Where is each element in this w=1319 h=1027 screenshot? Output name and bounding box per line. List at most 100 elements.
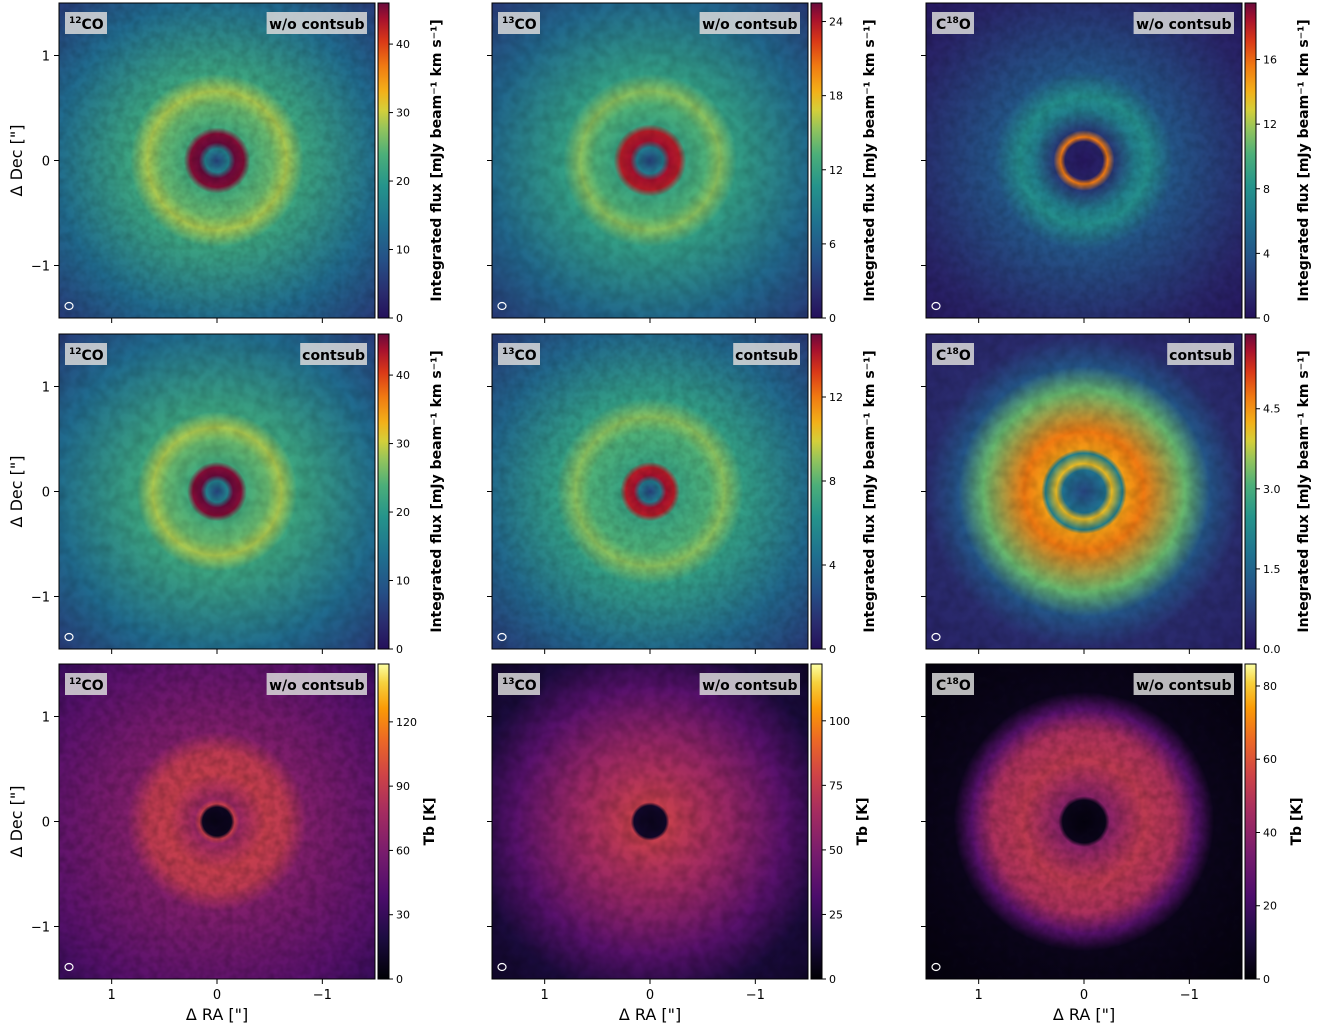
tag-badge xyxy=(733,343,800,365)
colorbar-tick-label: 40 xyxy=(396,38,410,51)
panel-r2-c1: 12CO contsub xyxy=(59,334,375,649)
molecule-badge xyxy=(932,12,974,34)
tag-badge xyxy=(266,673,367,695)
x-tick-label: 0 xyxy=(1080,988,1088,1003)
tag-label: w/o contsub xyxy=(1136,678,1231,694)
colorbar-tick-label: 40 xyxy=(1263,826,1277,839)
y-tick-label: −1 xyxy=(31,921,50,936)
molecule-badge xyxy=(65,343,107,365)
colorbar-tick-label: 24 xyxy=(829,16,843,29)
x-tick-label: 0 xyxy=(213,988,221,1003)
colorbar-tick-label: 30 xyxy=(396,909,410,922)
colorbar-label: Integrated flux [mJy beam⁻¹ km s⁻¹] xyxy=(429,19,445,301)
y-tick-label: 1 xyxy=(42,50,50,65)
beam-marker xyxy=(497,301,507,311)
y-tick-label: 1 xyxy=(42,711,50,726)
colorbar-tick-label: 50 xyxy=(829,844,843,857)
x-tick-label: 1 xyxy=(975,988,983,1003)
colorbar-tick-label: 8 xyxy=(1263,183,1270,196)
y-axis-label: Δ Dec ["] xyxy=(7,786,26,858)
tag-badge xyxy=(266,12,367,34)
noise-texture xyxy=(926,334,1242,649)
colorbar-tick-label: 0 xyxy=(829,643,836,656)
colorbar xyxy=(377,2,390,319)
colorbar xyxy=(377,333,390,650)
colorbar-tick-label: 0 xyxy=(1263,973,1270,986)
y-tick-label: 1 xyxy=(42,381,50,396)
panel-r1-c2: 13CO w/o contsub xyxy=(492,3,808,318)
tag-badge xyxy=(1133,12,1234,34)
beam-marker xyxy=(931,632,941,642)
noise-texture xyxy=(59,3,375,318)
molecule-label: 12CO xyxy=(69,677,104,694)
tag-badge xyxy=(699,673,800,695)
noise-texture xyxy=(59,334,375,649)
panel-r3-c2: 13CO w/o contsub xyxy=(492,664,808,979)
molecule-label: 13CO xyxy=(502,16,537,33)
colorbar-tick-label: 60 xyxy=(396,844,410,857)
panel-r1-c3: C18O w/o contsub xyxy=(926,3,1242,318)
molecule-label: C18O xyxy=(936,677,971,694)
colorbar-tick-label: 0.0 xyxy=(1263,643,1281,656)
noise-texture xyxy=(492,664,808,979)
molecule-label: 12CO xyxy=(69,16,104,33)
y-tick-label: 0 xyxy=(42,816,50,831)
molecule-badge xyxy=(498,12,540,34)
tag-label: w/o contsub xyxy=(269,678,364,694)
tag-label: w/o contsub xyxy=(702,17,797,33)
colorbar-tick-label: 4 xyxy=(829,559,836,572)
molecule-label: 13CO xyxy=(502,347,537,364)
colorbar-tick-label: 10 xyxy=(396,244,410,257)
beam-marker xyxy=(931,962,941,972)
colorbar-tick-label: 1.5 xyxy=(1263,563,1281,576)
colorbar-tick-label: 6 xyxy=(829,238,836,251)
tag-label: w/o contsub xyxy=(269,17,364,33)
colorbar-label: Integrated flux [mJy beam⁻¹ km s⁻¹] xyxy=(862,19,878,301)
panel-r2-c2: 13CO contsub xyxy=(492,334,808,649)
y-tick-label: −1 xyxy=(31,260,50,275)
colorbar-label: Tb [K] xyxy=(855,797,871,845)
colorbar xyxy=(810,333,823,650)
colorbar-tick-label: 30 xyxy=(396,438,410,451)
colorbar-tick-label: 8 xyxy=(829,475,836,488)
beam-marker xyxy=(64,962,74,972)
colorbar-tick-label: 30 xyxy=(396,107,410,120)
colorbar-tick-label: 12 xyxy=(1263,118,1277,131)
colorbar-tick-label: 0 xyxy=(396,643,403,656)
colorbar-tick-label: 3.0 xyxy=(1263,483,1281,496)
beam-marker xyxy=(64,301,74,311)
colorbar-label: Tb [K] xyxy=(422,797,438,845)
colorbar-label: Integrated flux [mJy beam⁻¹ km s⁻¹] xyxy=(429,350,445,632)
x-tick-label: 1 xyxy=(108,988,116,1003)
tag-badge xyxy=(1133,673,1234,695)
colorbar-tick-label: 12 xyxy=(829,391,843,404)
y-tick-label: 0 xyxy=(42,486,50,501)
colorbar-tick-label: 60 xyxy=(1263,753,1277,766)
x-tick-label: 0 xyxy=(646,988,654,1003)
colorbar-tick-label: 120 xyxy=(396,716,417,729)
colorbar xyxy=(810,2,823,319)
colorbar-tick-label: 40 xyxy=(396,369,410,382)
colorbar-tick-label: 0 xyxy=(829,973,836,986)
x-axis-label: Δ RA ["] xyxy=(186,1005,248,1024)
molecule-label: C18O xyxy=(936,347,971,364)
colorbar-label: Integrated flux [mJy beam⁻¹ km s⁻¹] xyxy=(862,350,878,632)
colorbar-tick-label: 75 xyxy=(829,779,843,792)
colorbar-tick-label: 20 xyxy=(396,506,410,519)
x-tick-label: −1 xyxy=(746,988,765,1003)
noise-texture xyxy=(926,664,1242,979)
tag-badge xyxy=(300,343,367,365)
colorbar-tick-label: 10 xyxy=(396,575,410,588)
colorbar xyxy=(1244,2,1257,319)
colorbar-label: Tb [K] xyxy=(1289,797,1305,845)
tag-badge xyxy=(1167,343,1234,365)
colorbar-tick-label: 80 xyxy=(1263,680,1277,693)
noise-texture xyxy=(492,3,808,318)
noise-texture xyxy=(59,664,375,979)
colorbar-tick-label: 0 xyxy=(396,973,403,986)
colorbar xyxy=(1244,663,1257,980)
beam-marker xyxy=(497,962,507,972)
colorbar xyxy=(377,663,390,980)
y-tick-label: 0 xyxy=(42,155,50,170)
colorbar-tick-label: 4 xyxy=(1263,247,1270,260)
